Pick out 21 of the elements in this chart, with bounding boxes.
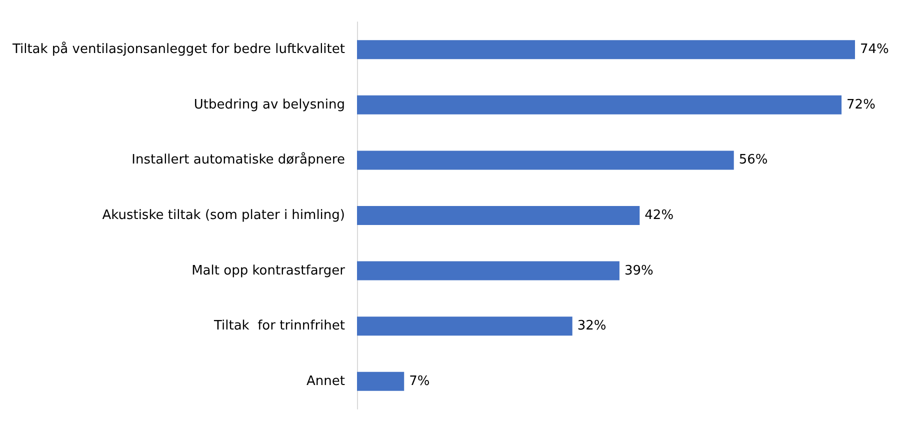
data-label: 7%	[409, 374, 430, 389]
data-label: 32%	[577, 318, 606, 334]
data-label: 42%	[644, 208, 674, 223]
bar	[357, 372, 404, 391]
y-tick-label: Akustiske tiltak (som plater i himling)	[102, 208, 345, 223]
bar	[357, 316, 572, 336]
bar	[357, 150, 734, 170]
y-tick-label: Tiltak for trinnfrihet	[212, 318, 345, 334]
data-label: 56%	[738, 152, 768, 168]
bar	[357, 206, 640, 225]
data-label: 74%	[860, 42, 889, 58]
data-label: 72%	[846, 97, 876, 112]
y-tick-label: Tiltak på ventilasjonsanlegget for bedre luftkvalitet	[11, 41, 345, 58]
y-tick-label: Installert automatiske døråpnere	[132, 152, 345, 168]
y-tick-label: Malt opp kontrastfarger	[192, 263, 346, 278]
data-label: 39%	[624, 263, 654, 278]
y-tick-label: Annet	[306, 374, 345, 389]
bar	[357, 40, 855, 60]
bar	[357, 261, 620, 280]
bar	[357, 95, 842, 114]
y-tick-label: Utbedring av belysning	[194, 97, 345, 112]
